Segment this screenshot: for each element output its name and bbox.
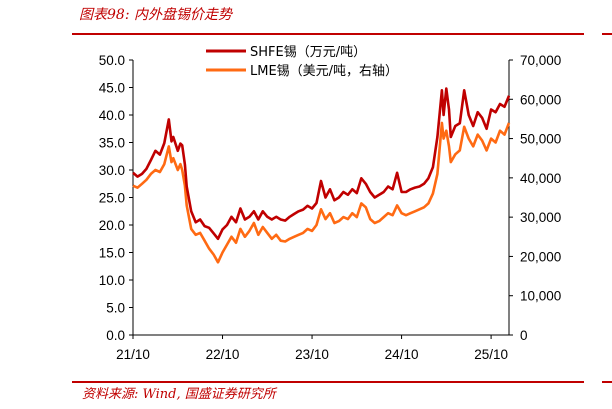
x-tick-label: 21/10 (116, 347, 150, 362)
shfe-series-line (132, 87, 511, 241)
x-tick-label: 25/10 (474, 347, 508, 362)
right-tick-label: 10,000 (520, 289, 561, 304)
left-tick-label: 15.0 (99, 246, 125, 261)
x-tick-label: 22/10 (206, 347, 240, 362)
top-rule-tail (602, 33, 612, 35)
left-tick-label: 0.0 (106, 328, 125, 343)
legend-label-shfe: SHFE锡（万元/吨） (250, 45, 366, 60)
left-tick-label: 40.0 (99, 108, 125, 123)
legend-label-lme: LME锡（美元/吨，右轴） (250, 64, 398, 79)
x-tick-label: 24/10 (385, 347, 419, 362)
right-tick-label: 0 (520, 328, 528, 343)
left-tick-label: 20.0 (99, 218, 125, 233)
right-tick-label: 60,000 (520, 92, 561, 107)
left-tick-label: 25.0 (99, 191, 125, 206)
source-note: 资料来源: Wind, 国盛证券研究所 (82, 387, 276, 402)
left-tick-label: 35.0 (99, 136, 125, 151)
right-tick-label: 20,000 (520, 249, 561, 264)
figure-title: 图表98: 内外盘锡价走势 (79, 7, 232, 23)
left-tick-label: 30.0 (99, 163, 125, 178)
left-tick-label: 10.0 (99, 273, 125, 288)
right-tick-label: 40,000 (520, 171, 561, 186)
bottom-rule (72, 381, 584, 383)
lme-series-line (132, 121, 511, 264)
bottom-rule-tail (602, 381, 612, 383)
right-tick-label: 50,000 (520, 132, 561, 147)
right-tick-label: 30,000 (520, 210, 561, 225)
x-tick-label: 23/10 (295, 347, 329, 362)
top-rule (72, 33, 584, 35)
right-tick-label: 70,000 (520, 53, 561, 68)
left-tick-label: 5.0 (106, 301, 125, 316)
left-tick-label: 45.0 (99, 81, 125, 96)
left-tick-label: 50.0 (99, 53, 125, 68)
